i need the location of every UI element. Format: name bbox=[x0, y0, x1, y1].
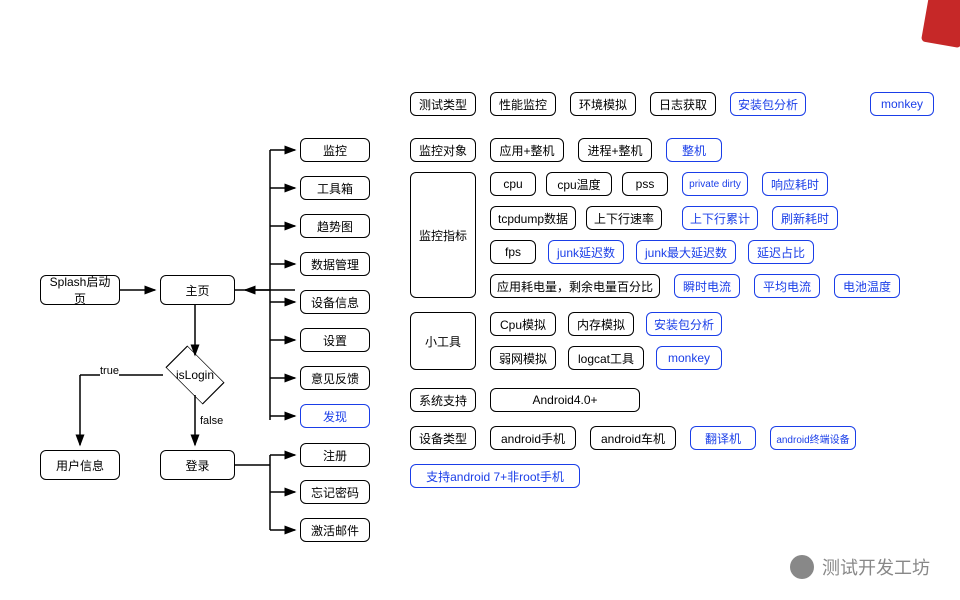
obj-proc: 进程+整机 bbox=[578, 138, 652, 162]
wechat-icon bbox=[790, 555, 814, 579]
m-cum: 上下行累计 bbox=[682, 206, 758, 230]
node-islogin: isLogin bbox=[165, 355, 225, 395]
cat-monkey: monkey bbox=[870, 92, 934, 116]
cat-testtype: 测试类型 bbox=[410, 92, 476, 116]
obj-full: 整机 bbox=[666, 138, 722, 162]
m-resp: 响应耗时 bbox=[762, 172, 828, 196]
obj-app: 应用+整机 bbox=[490, 138, 564, 162]
metrics-label: 监控指标 bbox=[410, 172, 476, 298]
label-true: true bbox=[100, 365, 119, 377]
menu-data: 数据管理 bbox=[300, 252, 370, 276]
menu-monitor: 监控 bbox=[300, 138, 370, 162]
node-userinfo: 用户信息 bbox=[40, 450, 120, 480]
label-false: false bbox=[200, 415, 223, 427]
m-battery: 应用耗电量，剩余电量百分比 bbox=[490, 274, 660, 298]
cat-log: 日志获取 bbox=[650, 92, 716, 116]
m-inst: 瞬时电流 bbox=[674, 274, 740, 298]
sys-label: 系统支持 bbox=[410, 388, 476, 412]
tools-label: 小工具 bbox=[410, 312, 476, 370]
m-cpu: cpu bbox=[490, 172, 536, 196]
support-note: 支持android 7+非root手机 bbox=[410, 464, 580, 488]
m-junkmax: junk最大延迟数 bbox=[636, 240, 736, 264]
cat-pkg: 安装包分析 bbox=[730, 92, 806, 116]
m-tcpdump: tcpdump数据 bbox=[490, 206, 576, 230]
cat-env: 环境模拟 bbox=[570, 92, 636, 116]
dev-trans: 翻译机 bbox=[690, 426, 756, 450]
m-cputemp: cpu温度 bbox=[546, 172, 612, 196]
t-logcat: logcat工具 bbox=[568, 346, 644, 370]
t-netsim: 弱网模拟 bbox=[490, 346, 556, 370]
m-rate: 上下行速率 bbox=[586, 206, 662, 230]
m-junk: junk延迟数 bbox=[548, 240, 624, 264]
sys-ver: Android4.0+ bbox=[490, 388, 640, 412]
node-login: 登录 bbox=[160, 450, 235, 480]
watermark: 测试开发工坊 bbox=[790, 554, 930, 580]
login-activate: 激活邮件 bbox=[300, 518, 370, 542]
node-main: 主页 bbox=[160, 275, 235, 305]
dev-car: android车机 bbox=[590, 426, 676, 450]
login-forgot: 忘记密码 bbox=[300, 480, 370, 504]
m-pss: pss bbox=[622, 172, 668, 196]
m-pdirty: private dirty bbox=[682, 172, 748, 196]
m-fps: fps bbox=[490, 240, 536, 264]
menu-discover: 发现 bbox=[300, 404, 370, 428]
menu-device: 设备信息 bbox=[300, 290, 370, 314]
connectors-svg bbox=[0, 0, 960, 600]
t-monkey: monkey bbox=[656, 346, 722, 370]
obj-label: 监控对象 bbox=[410, 138, 476, 162]
m-delay: 延迟占比 bbox=[748, 240, 814, 264]
t-cpusim: Cpu模拟 bbox=[490, 312, 556, 336]
menu-toolbox: 工具箱 bbox=[300, 176, 370, 200]
m-avg: 平均电流 bbox=[754, 274, 820, 298]
menu-settings: 设置 bbox=[300, 328, 370, 352]
m-refresh: 刷新耗时 bbox=[772, 206, 838, 230]
t-memsim: 内存模拟 bbox=[568, 312, 634, 336]
m-btemp: 电池温度 bbox=[834, 274, 900, 298]
menu-feedback: 意见反馈 bbox=[300, 366, 370, 390]
dev-label: 设备类型 bbox=[410, 426, 476, 450]
menu-trend: 趋势图 bbox=[300, 214, 370, 238]
dev-phone: android手机 bbox=[490, 426, 576, 450]
login-register: 注册 bbox=[300, 443, 370, 467]
t-pkg: 安装包分析 bbox=[646, 312, 722, 336]
cat-perf: 性能监控 bbox=[490, 92, 556, 116]
node-splash: Splash启动页 bbox=[40, 275, 120, 305]
dev-term: android终端设备 bbox=[770, 426, 856, 450]
